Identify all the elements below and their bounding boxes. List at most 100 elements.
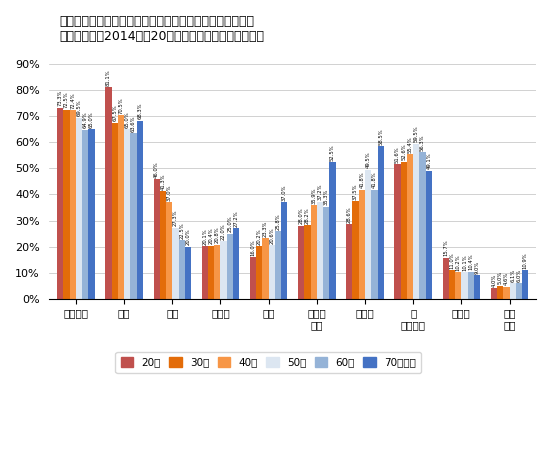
Bar: [503, 287, 510, 299]
Bar: [442, 258, 449, 299]
Text: 11.0%: 11.0%: [450, 252, 455, 269]
Text: 37.5%: 37.5%: [353, 183, 358, 200]
Text: 22.5%: 22.5%: [179, 222, 184, 239]
Bar: [172, 228, 179, 299]
Text: 35.9%: 35.9%: [311, 187, 316, 204]
Bar: [118, 115, 124, 299]
Text: 20.0%: 20.0%: [186, 229, 191, 245]
Bar: [76, 118, 82, 299]
Text: 37.2%: 37.2%: [317, 184, 322, 201]
Bar: [491, 288, 497, 299]
Bar: [407, 154, 413, 299]
Text: 55.4%: 55.4%: [408, 136, 413, 153]
Bar: [57, 108, 63, 299]
Text: 27.3%: 27.3%: [173, 210, 178, 226]
Bar: [413, 144, 419, 299]
Text: 23.3%: 23.3%: [263, 220, 268, 237]
Text: 69.5%: 69.5%: [77, 100, 82, 116]
Bar: [395, 164, 401, 299]
Bar: [311, 205, 317, 299]
Text: 22.0%: 22.0%: [221, 224, 226, 240]
Text: 73.3%: 73.3%: [58, 90, 63, 106]
Bar: [89, 129, 95, 299]
Bar: [82, 130, 89, 299]
Text: 65.0%: 65.0%: [125, 111, 130, 128]
Bar: [137, 121, 143, 299]
Bar: [208, 245, 214, 299]
Bar: [214, 245, 220, 299]
Bar: [468, 272, 474, 299]
Bar: [269, 245, 275, 299]
Bar: [371, 190, 377, 299]
Text: 63.6%: 63.6%: [131, 115, 136, 131]
Bar: [401, 162, 407, 299]
Bar: [346, 224, 353, 299]
Bar: [160, 191, 166, 299]
Text: 64.9%: 64.9%: [83, 112, 88, 128]
Bar: [461, 273, 468, 299]
Text: 59.5%: 59.5%: [414, 125, 419, 142]
Bar: [256, 246, 262, 299]
Text: 68.3%: 68.3%: [137, 103, 142, 120]
Bar: [359, 190, 365, 299]
Text: 65.0%: 65.0%: [89, 111, 94, 128]
Bar: [70, 110, 76, 299]
Text: 37.0%: 37.0%: [166, 185, 172, 201]
Bar: [179, 240, 185, 299]
Text: 10.2%: 10.2%: [456, 254, 461, 271]
Text: 67.5%: 67.5%: [112, 105, 117, 121]
Text: 56.3%: 56.3%: [420, 134, 425, 151]
Text: 52.6%: 52.6%: [401, 144, 406, 160]
Text: 28.0%: 28.0%: [299, 208, 304, 224]
Text: 72.5%: 72.5%: [64, 92, 69, 109]
Bar: [275, 231, 281, 299]
Text: 28.2%: 28.2%: [305, 207, 310, 224]
Text: 72.4%: 72.4%: [71, 92, 75, 109]
Bar: [185, 246, 191, 299]
Text: 普段食品を選択する際にどのようなことを重視しているか
（複数回答、2014年、20歳以上、年齢階層別、男性）: 普段食品を選択する際にどのようなことを重視しているか （複数回答、2014年、2…: [59, 15, 264, 43]
Bar: [317, 202, 323, 299]
Bar: [233, 228, 239, 299]
Text: 20.1%: 20.1%: [202, 229, 207, 245]
Text: 5.0%: 5.0%: [498, 271, 503, 284]
Text: 58.5%: 58.5%: [378, 128, 383, 145]
Text: 46.0%: 46.0%: [154, 161, 159, 178]
Bar: [262, 238, 269, 299]
Bar: [377, 146, 384, 299]
Text: 28.6%: 28.6%: [347, 206, 352, 223]
Text: 37.0%: 37.0%: [282, 185, 287, 201]
Bar: [516, 283, 522, 299]
Bar: [323, 207, 329, 299]
Bar: [220, 241, 227, 299]
Bar: [522, 270, 528, 299]
Text: 20.8%: 20.8%: [215, 227, 220, 243]
Text: 51.6%: 51.6%: [395, 146, 400, 163]
Legend: 20代, 30代, 40代, 50代, 60代, 70歳以上: 20代, 30代, 40代, 50代, 60代, 70歳以上: [116, 352, 422, 373]
Bar: [449, 270, 455, 299]
Bar: [105, 87, 112, 299]
Text: 27.2%: 27.2%: [234, 210, 239, 227]
Text: 20.2%: 20.2%: [257, 228, 262, 245]
Text: 10.4%: 10.4%: [468, 254, 473, 270]
Bar: [250, 257, 256, 299]
Text: 20.4%: 20.4%: [209, 228, 214, 244]
Bar: [353, 201, 359, 299]
Bar: [497, 286, 503, 299]
Text: 10.1%: 10.1%: [462, 255, 467, 271]
Text: 6.0%: 6.0%: [516, 268, 521, 282]
Text: 9.0%: 9.0%: [474, 261, 479, 274]
Bar: [131, 133, 137, 299]
Bar: [124, 129, 131, 299]
Text: 10.9%: 10.9%: [523, 252, 528, 269]
Text: 25.8%: 25.8%: [276, 213, 280, 230]
Bar: [455, 272, 461, 299]
Text: 52.5%: 52.5%: [330, 144, 335, 161]
Bar: [112, 123, 118, 299]
Text: 6.1%: 6.1%: [510, 268, 515, 282]
Bar: [298, 226, 304, 299]
Bar: [329, 162, 336, 299]
Text: 81.1%: 81.1%: [106, 70, 111, 86]
Bar: [227, 234, 233, 299]
Text: 70.5%: 70.5%: [118, 97, 123, 114]
Bar: [154, 179, 160, 299]
